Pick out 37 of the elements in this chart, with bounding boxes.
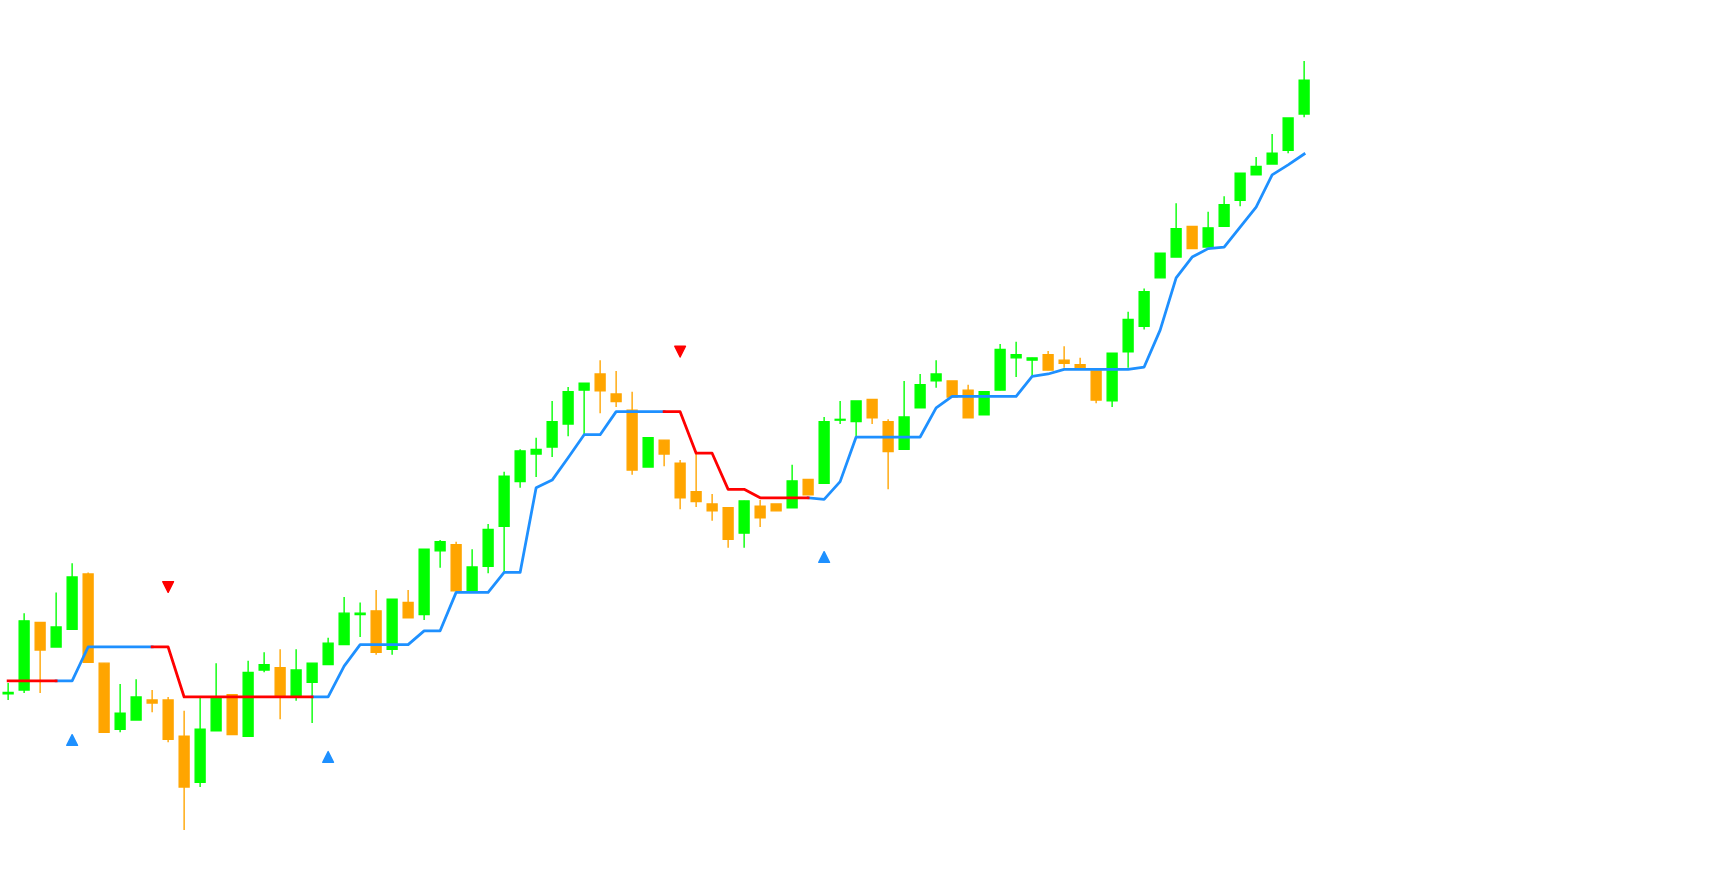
candlestick <box>1042 350 1054 371</box>
candlestick <box>258 651 270 674</box>
point <box>818 550 831 564</box>
candlestick <box>306 662 318 724</box>
point <box>322 750 335 764</box>
candlestick <box>610 370 622 408</box>
candlestick <box>1218 195 1230 228</box>
point <box>674 345 687 358</box>
candlestick <box>706 493 718 522</box>
candlestick <box>354 601 366 638</box>
candlestick <box>658 439 670 467</box>
candlestick <box>930 359 942 389</box>
candlestick <box>914 373 926 409</box>
point <box>66 733 79 747</box>
candlestick <box>1266 133 1278 165</box>
point <box>162 580 175 594</box>
candlestick <box>754 499 766 528</box>
candlestick <box>850 400 862 438</box>
candlestick <box>834 400 846 425</box>
candlestick <box>130 678 142 721</box>
candlestick <box>866 398 878 425</box>
candlestick <box>578 382 590 436</box>
candlestick <box>322 637 334 666</box>
candlestick <box>2 682 14 701</box>
candlestick <box>1058 345 1070 369</box>
candlestick <box>594 359 606 414</box>
candlestick <box>1026 357 1038 377</box>
candlestick <box>402 589 414 619</box>
candlestick <box>1010 340 1022 378</box>
candlestick <box>146 689 158 714</box>
candlestick <box>530 437 542 478</box>
candlestick <box>50 591 62 648</box>
candlestick <box>1186 225 1198 250</box>
candlestick <box>1202 211 1214 248</box>
candlestick <box>690 452 702 508</box>
candlestick <box>434 539 446 569</box>
candlestick <box>114 683 126 734</box>
